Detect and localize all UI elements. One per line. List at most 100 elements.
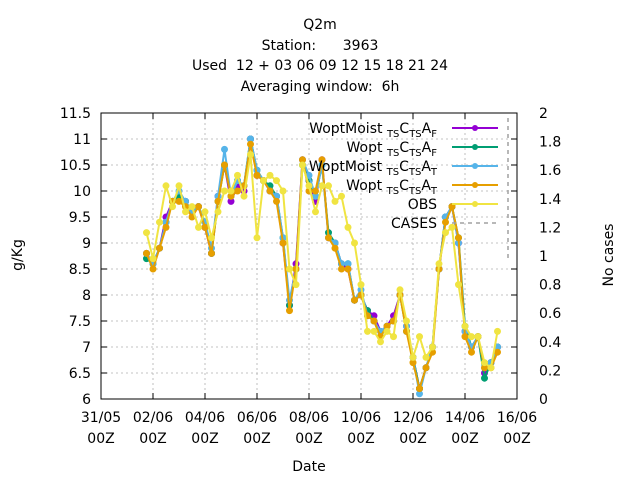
data-point bbox=[247, 151, 254, 159]
data-point bbox=[416, 333, 423, 341]
data-point bbox=[494, 348, 501, 356]
data-point bbox=[318, 182, 326, 190]
data-point bbox=[201, 208, 209, 216]
data-point bbox=[195, 203, 202, 211]
data-point bbox=[461, 333, 469, 341]
data-point bbox=[175, 197, 183, 205]
y-tick-label: 11.5 bbox=[60, 106, 91, 122]
y2-tick-label: 1.4 bbox=[539, 192, 561, 208]
data-point bbox=[325, 182, 332, 190]
y2-tick-label: 1.2 bbox=[539, 220, 561, 236]
data-point bbox=[221, 161, 228, 169]
y2-tick-label: 1.8 bbox=[539, 135, 561, 151]
x-tick-label-hour: 00Z bbox=[399, 431, 426, 447]
y-tick-label: 9.5 bbox=[69, 210, 91, 226]
data-point bbox=[273, 197, 280, 205]
chart-title: Q2m Station: 3963 Used 12 + 03 06 09 12 … bbox=[192, 17, 448, 95]
data-point bbox=[221, 145, 228, 153]
data-point bbox=[208, 249, 215, 257]
title-line-2: Station: 3963 bbox=[262, 38, 379, 54]
data-point bbox=[143, 249, 150, 257]
data-point bbox=[409, 353, 417, 361]
data-point bbox=[357, 281, 365, 289]
series-layer bbox=[143, 135, 501, 398]
x-axis-label: Date bbox=[292, 459, 325, 475]
data-point bbox=[442, 229, 449, 237]
legend-label-cases: CASES bbox=[391, 216, 437, 232]
data-point bbox=[351, 239, 358, 247]
series-WoptMoist_TSC_TSA_T bbox=[143, 135, 501, 398]
x-tick-label-hour: 00Z bbox=[295, 431, 322, 447]
series-line-Wopt_TSC_TSA_F bbox=[145, 138, 499, 390]
data-point bbox=[416, 385, 423, 393]
data-point bbox=[312, 208, 319, 216]
y2-tick-label: 0 bbox=[539, 392, 548, 408]
data-point bbox=[377, 338, 384, 346]
x-tick-label-date: 06/06 bbox=[237, 410, 277, 426]
series-OBS bbox=[143, 151, 501, 372]
data-point bbox=[156, 218, 163, 226]
data-point bbox=[260, 177, 267, 185]
data-point bbox=[325, 234, 332, 242]
legend-marker-Wopt_TSC_TSA_T bbox=[472, 182, 478, 188]
data-point bbox=[221, 187, 228, 195]
data-point bbox=[188, 203, 196, 211]
data-point bbox=[175, 182, 183, 190]
y-tick-label: 7 bbox=[82, 340, 91, 356]
y-axis-label: g/Kg bbox=[10, 239, 26, 271]
x-tick-label-date: 10/06 bbox=[341, 410, 381, 426]
data-point bbox=[266, 187, 274, 195]
data-point bbox=[279, 239, 287, 247]
data-point bbox=[494, 327, 501, 335]
y2-tick-label: 0.2 bbox=[539, 363, 561, 379]
legend-label-OBS: OBS bbox=[408, 197, 437, 213]
data-point bbox=[344, 223, 352, 231]
series-line-WoptMoist_TSC_TSA_F bbox=[145, 138, 499, 390]
data-point bbox=[422, 353, 430, 361]
series-line-Wopt_TSC_TSA_T bbox=[145, 143, 499, 390]
plot-frame bbox=[100, 112, 518, 400]
data-point bbox=[318, 156, 326, 164]
axes: 6 6.5 7 7.5 8 8.5 9 9.5 10 10.5 11 11.5 0 0.2 0.4 0.6 0.… bbox=[60, 106, 562, 447]
x-tick-label-hour: 00Z bbox=[347, 431, 374, 447]
y-tick-label: 6 bbox=[82, 392, 91, 408]
data-point bbox=[234, 171, 241, 179]
data-point bbox=[162, 223, 170, 231]
data-point bbox=[156, 244, 163, 252]
y-tick-label: 8.5 bbox=[69, 262, 91, 278]
data-point bbox=[182, 208, 189, 216]
data-point bbox=[273, 177, 280, 185]
data-point bbox=[461, 322, 469, 330]
data-point bbox=[149, 255, 157, 263]
y-tick-label: 8 bbox=[82, 288, 91, 304]
data-point bbox=[266, 171, 274, 179]
data-point bbox=[201, 223, 209, 231]
series-line-WoptMoist_TSC_TSA_T bbox=[145, 138, 499, 395]
data-point bbox=[435, 260, 443, 268]
x-tick-label-date: 14/06 bbox=[445, 410, 485, 426]
data-point bbox=[370, 317, 378, 325]
data-point bbox=[338, 265, 345, 273]
x-tick-label-date: 02/06 bbox=[133, 410, 173, 426]
data-point bbox=[286, 307, 293, 315]
x-tick-label-hour: 00Z bbox=[451, 431, 478, 447]
y-tick-label: 11 bbox=[73, 132, 91, 148]
legend-marker-Wopt_TSC_TSA_F bbox=[472, 144, 478, 150]
x-tick-label-hour: 00Z bbox=[243, 431, 270, 447]
y2-tick-label: 1 bbox=[539, 249, 548, 265]
data-point bbox=[247, 140, 254, 148]
data-point bbox=[143, 229, 150, 237]
data-point bbox=[448, 223, 456, 231]
y-tick-label: 10 bbox=[73, 184, 91, 200]
data-point bbox=[429, 343, 436, 351]
data-point bbox=[292, 281, 300, 289]
legend-label-Wopt_TSC_TSA_T: Wopt TSCTSAT bbox=[346, 178, 438, 197]
data-point bbox=[299, 161, 306, 169]
data-point bbox=[312, 187, 319, 195]
data-point bbox=[208, 234, 215, 242]
data-point bbox=[396, 286, 404, 294]
data-point bbox=[468, 348, 475, 356]
x-tick-label-hour: 00Z bbox=[191, 431, 218, 447]
